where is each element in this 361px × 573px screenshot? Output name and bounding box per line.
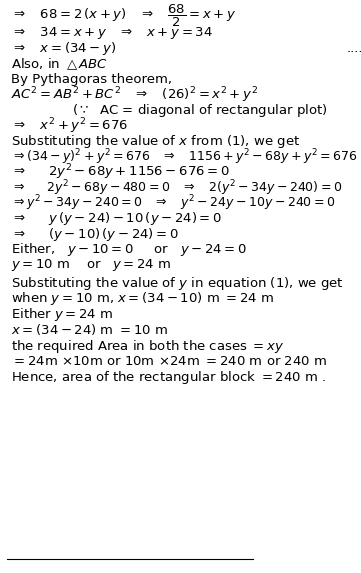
Text: $y = 10$ m    or   $y = 24$ m: $y = 10$ m or $y = 24$ m [11,257,171,273]
Text: $\Rightarrow$     $(y - 10)\,(y - 24) = 0$: $\Rightarrow$ $(y - 10)\,(y - 24) = 0$ [11,226,179,243]
Text: $\Rightarrow$     $2y^2 - 68y + 1156 - 676 = 0$: $\Rightarrow$ $2y^2 - 68y + 1156 - 676 =… [11,163,230,182]
Text: $\Rightarrow$   $x = (34 - y)$: $\Rightarrow$ $x = (34 - y)$ [11,40,116,57]
Text: Hence, area of the rectangular block $= 240$ m .: Hence, area of the rectangular block $= … [11,368,326,386]
Text: $x = (34 - 24)$ m $= 10$ m: $x = (34 - 24)$ m $= 10$ m [11,322,168,337]
Text: $\Rightarrow (34 - y)^2 + y^2 = 676$   $\Rightarrow$   $1156 + y^2 - 68y + y^2 =: $\Rightarrow (34 - y)^2 + y^2 = 676$ $\R… [11,147,357,167]
Text: $AC^2 = AB^2 + BC^2$   $\Rightarrow$   $(26)^2 = x^2 + y^2$: $AC^2 = AB^2 + BC^2$ $\Rightarrow$ $(26)… [11,85,258,105]
Text: $\Rightarrow$   $68 = 2\,(x + y)$   $\Rightarrow$   $\dfrac{68}{2} = x + y$: $\Rightarrow$ $68 = 2\,(x + y)$ $\Righta… [11,3,236,29]
Text: $\Rightarrow y^2 - 34y - 240 = 0$   $\Rightarrow$   $y^2 - 24y - 10y - 240 = 0$: $\Rightarrow y^2 - 34y - 240 = 0$ $\Righ… [11,194,335,213]
Text: Also, in $\triangle ABC$: Also, in $\triangle ABC$ [11,56,108,72]
Text: Substituting the value of $x$ from (1), we get: Substituting the value of $x$ from (1), … [11,133,300,150]
Text: $= 24$m $\times 10$m or $10$m $\times 24$m $= 240$ m or $240$ m: $= 24$m $\times 10$m or $10$m $\times 24… [11,355,327,368]
Text: when $y = 10$ m, $x = (34 - 10)$ m $= 24$ m: when $y = 10$ m, $x = (34 - 10)$ m $= 24… [11,290,274,307]
Text: the required Area in both the cases $= xy$: the required Area in both the cases $= x… [11,337,284,355]
Text: $\Rightarrow$   $34 = x + y$   $\Rightarrow$   $x + y = 34$: $\Rightarrow$ $34 = x + y$ $\Rightarrow$… [11,25,213,41]
Text: ($\because$  AC = diagonal of rectangular plot): ($\because$ AC = diagonal of rectangular… [72,102,328,119]
Text: Substituting the value of $y$ in equation (1), we get: Substituting the value of $y$ in equatio… [11,274,344,292]
Text: $\Rightarrow$     $2y^2 - 68y - 480 = 0$   $\Rightarrow$   $2(y^2 - 34y - 240) =: $\Rightarrow$ $2y^2 - 68y - 480 = 0$ $\R… [11,178,342,198]
Text: $\Rightarrow$   $x^2 + y^2 = 676$: $\Rightarrow$ $x^2 + y^2 = 676$ [11,116,128,136]
Text: $\Rightarrow$     $y\,(y - 24) - 10\,(y - 24) = 0$: $\Rightarrow$ $y\,(y - 24) - 10\,(y - 24… [11,210,222,227]
Text: Either,   $y - 10 = 0$     or   $y - 24 = 0$: Either, $y - 10 = 0$ or $y - 24 = 0$ [11,241,247,258]
Text: By Pythagoras theorem,: By Pythagoras theorem, [11,73,172,86]
Text: ....(1): ....(1) [347,42,361,54]
Text: Either $y = 24$ m: Either $y = 24$ m [11,305,113,323]
